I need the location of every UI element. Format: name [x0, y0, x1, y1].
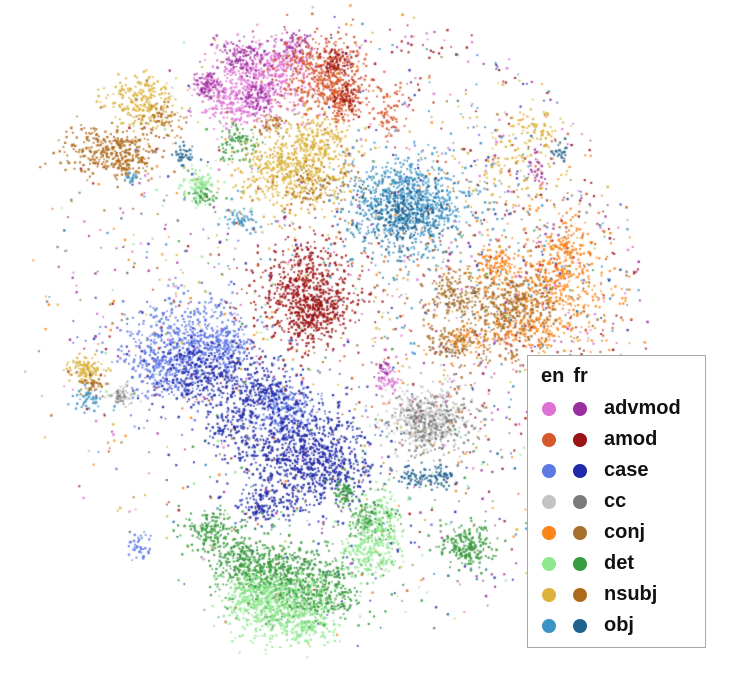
legend-header: en fr: [528, 365, 705, 387]
legend-row: advmod: [528, 393, 705, 424]
legend-label: advmod: [604, 397, 681, 419]
legend-row: conj: [528, 517, 705, 548]
legend-row: amod: [528, 424, 705, 455]
legend-swatch-en: [542, 587, 556, 602]
legend-swatch-fr: [573, 463, 587, 478]
legend-label: conj: [604, 521, 646, 543]
legend-label: obj: [604, 614, 634, 636]
legend-label: case: [604, 459, 649, 481]
legend-swatch-en: [542, 525, 556, 540]
legend-swatch-fr: [573, 401, 587, 416]
legend-label: nsubj: [604, 583, 658, 605]
legend-label: cc: [604, 490, 627, 512]
legend-swatch-fr: [573, 525, 587, 540]
legend-row: case: [528, 455, 705, 486]
legend-header-fr: fr: [573, 365, 588, 387]
legend: en fr advmod amod case cc conj det nsubj obj: [527, 355, 706, 648]
legend-swatch-fr: [573, 587, 587, 602]
legend-swatch-en: [542, 432, 556, 447]
legend-row: obj: [528, 610, 705, 641]
legend-label: amod: [604, 428, 658, 450]
legend-swatch-en: [542, 463, 556, 478]
legend-header-en: en: [541, 365, 565, 387]
legend-swatch-fr: [573, 432, 587, 447]
legend-row: nsubj: [528, 579, 705, 610]
legend-row: det: [528, 548, 705, 579]
legend-swatch-fr: [573, 556, 587, 571]
legend-swatch-fr: [573, 618, 587, 633]
legend-row: cc: [528, 486, 705, 517]
legend-entries: advmod amod case cc conj det nsubj obj: [528, 393, 705, 641]
legend-swatch-en: [542, 556, 556, 571]
legend-swatch-en: [542, 401, 556, 416]
legend-swatch-en: [542, 494, 556, 509]
legend-swatch-en: [542, 618, 556, 633]
legend-label: det: [604, 552, 634, 574]
legend-swatch-fr: [573, 494, 587, 509]
